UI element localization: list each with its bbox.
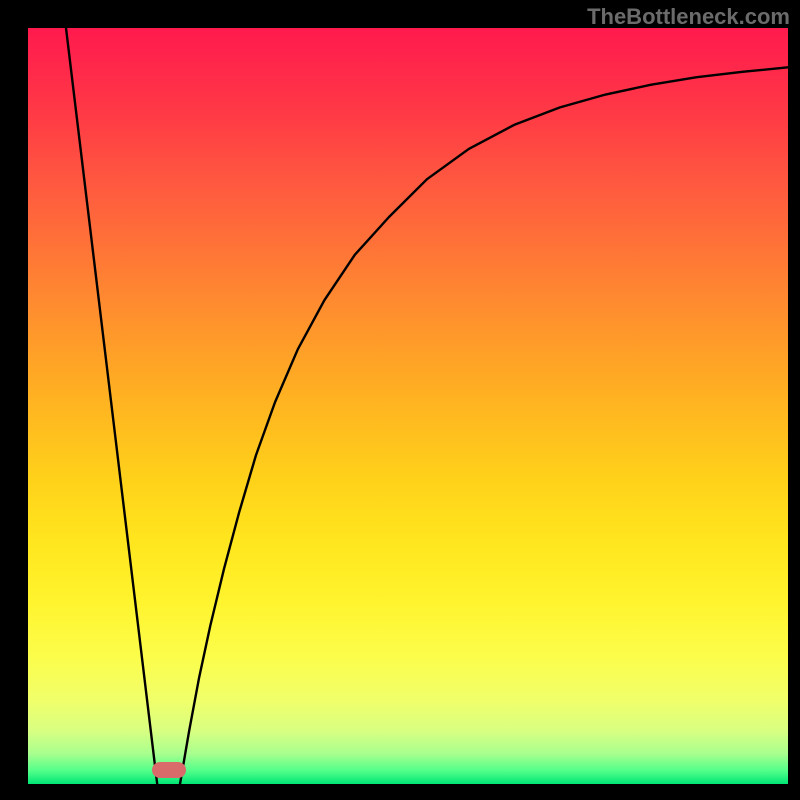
optimum-marker [152,762,186,778]
chart-container: TheBottleneck.com [0,0,800,800]
curve-svg [28,28,788,784]
bottleneck-curve [66,28,788,784]
watermark-text: TheBottleneck.com [587,4,790,30]
plot-area [28,28,788,784]
